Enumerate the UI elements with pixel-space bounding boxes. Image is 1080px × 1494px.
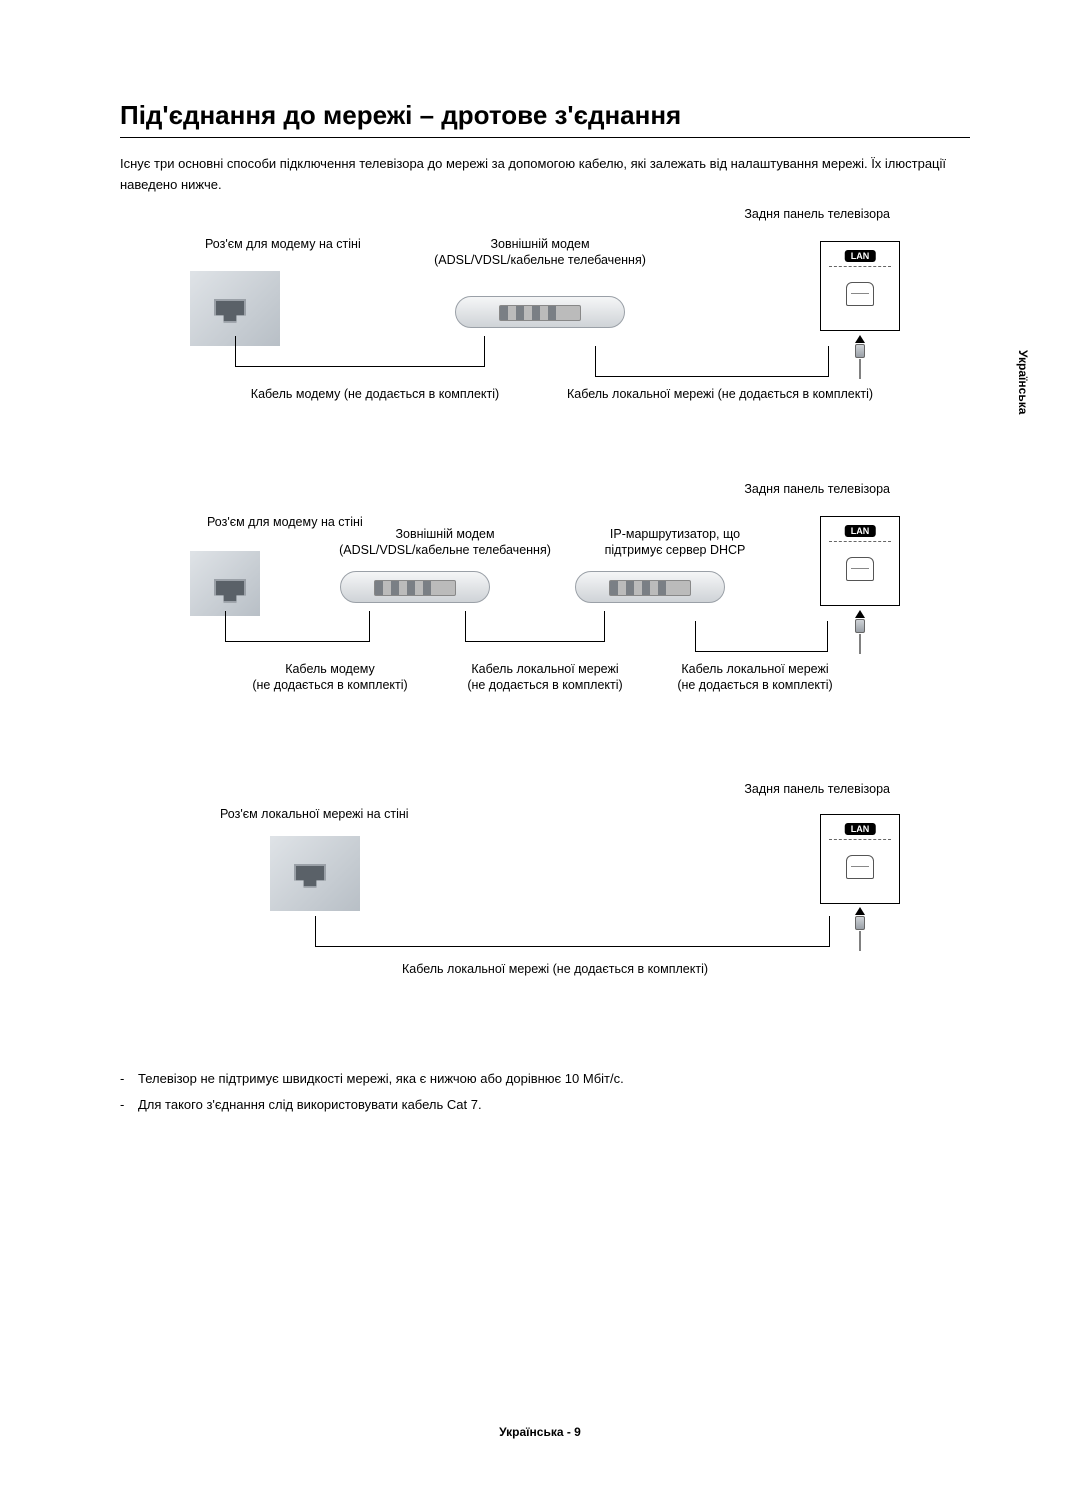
cable-line (465, 641, 605, 642)
plug-icon (855, 916, 865, 930)
lan-port-label: LAN (845, 525, 876, 537)
footer-language: Українська (499, 1425, 563, 1439)
lan-port-label: LAN (845, 250, 876, 262)
external-modem-icon (455, 296, 625, 328)
intro-text: Існує три основні способи підключення те… (120, 154, 970, 196)
lan-cable-label: Кабель локальної мережі (не додається в … (665, 661, 845, 694)
ext-modem-text: Зовнішній модем (490, 237, 589, 251)
page-title: Під'єднання до мережі – дротове з'єднанн… (120, 100, 970, 138)
ip-router-text: IP-маршрутизатор, що (610, 527, 740, 541)
modem-cable-label: Кабель модему (не додається в комплекті) (240, 661, 420, 694)
dash-line (829, 541, 891, 542)
footer-page-number: 9 (574, 1425, 581, 1439)
note-item: Телевізор не підтримує швидкості мережі,… (138, 1066, 970, 1092)
not-incl-text: (не додається в комплекті) (677, 678, 832, 692)
lan-port-icon (846, 282, 874, 306)
dash-line (829, 266, 891, 267)
plug-icon (855, 344, 865, 358)
tv-panel-icon: LAN (820, 814, 900, 904)
ip-router-icon (575, 571, 725, 603)
cable-line (225, 641, 370, 642)
diagram-2: Задня панель телевізора Роз'єм для модем… (165, 506, 925, 736)
ext-modem-sub: (ADSL/VDSL/кабельне телебачення) (339, 543, 551, 557)
wall-jack-icon (270, 836, 360, 911)
dash-line (829, 839, 891, 840)
cable-line (235, 366, 485, 367)
tv-back-label: Задня панель телевізора (744, 481, 890, 497)
wall-jack-icon (190, 551, 260, 616)
language-side-tab: Українська (1016, 350, 1030, 414)
wall-modem-label: Роз'єм для модему на стіні (205, 236, 361, 252)
lan-cable-label: Кабель локальної мережі (не додається в … (455, 661, 635, 694)
cable-line (695, 651, 828, 652)
cable-line (595, 376, 829, 377)
ext-modem-text: Зовнішній модем (395, 527, 494, 541)
ext-modem-label: Зовнішній модем (ADSL/VDSL/кабельне теле… (335, 526, 555, 559)
wall-jack-icon (190, 271, 280, 346)
cable-text: Кабель локальної мережі (681, 662, 828, 676)
plug-icon (855, 619, 865, 633)
lan-cable-label: Кабель локальної мережі (не додається в … (395, 961, 715, 977)
diagram-1: Роз'єм для модему на стіні Зовнішній мод… (165, 236, 925, 436)
notes-list: Телевізор не підтримує швидкості мережі,… (120, 1066, 970, 1118)
ip-router-label: IP-маршрутизатор, що підтримує сервер DH… (575, 526, 775, 559)
tv-panel-icon: LAN (820, 241, 900, 331)
not-incl-text: (не додається в комплекті) (467, 678, 622, 692)
wall-lan-label: Роз'єм локальної мережі на стіні (220, 806, 409, 822)
not-incl-text: (не додається в комплекті) (252, 678, 407, 692)
ext-modem-label: Зовнішній модем (ADSL/VDSL/кабельне теле… (430, 236, 650, 269)
modem-cable-label: Кабель модему (не додається в комплекті) (245, 386, 505, 402)
cable-text: Кабель модему (285, 662, 375, 676)
page-footer: Українська - 9 (0, 1425, 1080, 1439)
lan-port-icon (846, 557, 874, 581)
lan-port-icon (846, 855, 874, 879)
note-item: Для такого з'єднання слід використовуват… (138, 1092, 970, 1118)
tv-panel-icon: LAN (820, 516, 900, 606)
lan-cable-label: Кабель локальної мережі (не додається в … (560, 386, 880, 402)
cable-line (315, 946, 830, 947)
ip-router-sub: підтримує сервер DHCP (605, 543, 746, 557)
tv-back-label: Задня панель телевізора (744, 781, 890, 797)
tv-back-label: Задня панель телевізора (744, 206, 890, 222)
external-modem-icon (340, 571, 490, 603)
ext-modem-sub: (ADSL/VDSL/кабельне телебачення) (434, 253, 646, 267)
cable-text: Кабель локальної мережі (471, 662, 618, 676)
lan-port-label: LAN (845, 823, 876, 835)
diagram-3: Задня панель телевізора Роз'єм локальної… (165, 806, 925, 996)
